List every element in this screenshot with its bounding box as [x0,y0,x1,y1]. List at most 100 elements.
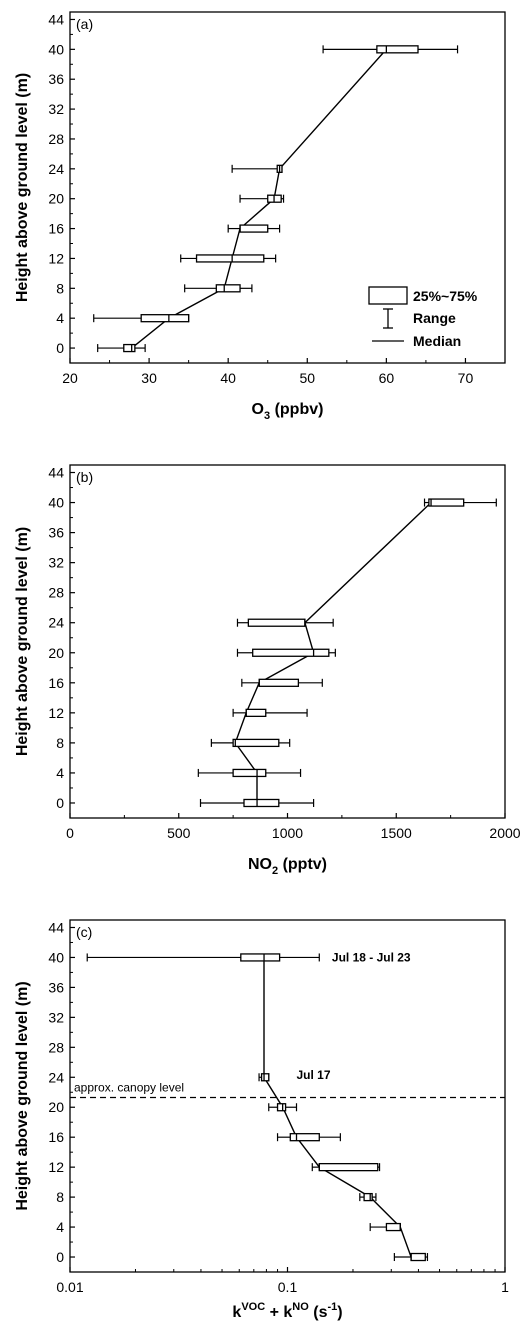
iqr-box [410,1252,426,1262]
iqr-box [428,498,465,507]
y-tick-label: 16 [48,221,64,237]
x-axis-label-subscript: 2 [272,865,278,877]
x-tick-label: 60 [379,370,395,386]
legend-box-label: 25%~75% [413,288,478,304]
x-axis-label-unit: (ppbv) [270,401,323,418]
y-axis-label: Height above ground level (m) [14,527,31,756]
box-h40 [423,498,497,507]
box-h4 [197,768,302,778]
x-axis-label-superscript: VOC [241,1301,265,1313]
x-axis-label-superscript: -1 [327,1301,337,1313]
x-axis-label-part: + k [265,1304,292,1321]
y-tick-label: 24 [48,1069,64,1085]
y-tick-label: 36 [48,979,64,995]
box-h4 [93,314,190,323]
annotation: Jul 18 - Jul 23 [332,950,411,964]
panel-b: 0 4 8 12 16 20 24 28 32 36 40 44 0 500 1000 1500 2000 (b)… [14,464,521,877]
x-tick-label: 0.1 [278,1279,298,1295]
box-h12 [180,254,277,263]
y-axis-label: Height above ground level (m) [14,73,31,302]
y-tick-label: 32 [48,555,64,571]
y-tick-label: 4 [56,1219,64,1235]
iqr-box [276,1103,287,1112]
x-tick-label: 0.01 [56,1279,83,1295]
panel-label: (c) [76,924,92,940]
iqr-box [376,45,419,54]
x-tick-label: 1000 [272,825,303,841]
iqr-box [140,314,190,323]
x-tick-label: 2000 [489,825,520,841]
x-axis-label: kVOC + kNO (s-1) [232,1301,342,1321]
x-axis-label-main: O [252,401,264,418]
x-tick-label: 1 [501,1279,509,1295]
annotation: Jul 17 [297,1068,331,1082]
y-axis-label: Height above ground level (m) [14,981,31,1210]
y-tick-label: 24 [48,161,64,177]
y-tick-label: 16 [48,675,64,691]
x-axis-label: O3 (ppbv) [252,401,324,422]
iqr-box [385,1222,401,1232]
box-h8 [210,738,291,748]
iqr-box [232,738,280,748]
iqr-box [258,678,300,687]
y-tick-label: 44 [48,465,64,481]
x-axis-label-superscript: NO [292,1301,309,1313]
y-tick-label: 12 [48,705,64,721]
iqr-box [247,618,306,627]
panel-label: (a) [76,16,93,32]
plot-frame [69,919,506,1273]
panel-a: 0 4 8 12 16 20 24 28 32 36 40 44 20 30 40 50 60 70 (a) Heig… [14,11,506,422]
iqr-box [232,768,267,778]
y-tick-label: 12 [48,1159,64,1175]
legend-box-swatch [368,286,408,305]
box-h12 [232,708,308,718]
y-tick-label: 0 [56,795,64,811]
x-tick-label: 50 [299,370,315,386]
y-tick-label: 16 [48,1129,64,1145]
median-profile-line [234,502,432,803]
box-h20 [236,648,336,657]
legend-range-label: Range [413,310,456,326]
box-h20 [268,1103,298,1112]
box-h20 [239,194,285,203]
panel-label: (b) [76,469,93,485]
iqr-box [260,1073,270,1082]
box-h8 [184,284,253,293]
x-axis-label-unit: (s [309,1304,328,1321]
y-tick-label: 28 [48,1039,64,1055]
x-axis-label-unit: ) [337,1304,342,1321]
x-tick-label: 0 [66,825,74,841]
y-tick-label: 32 [48,1009,64,1025]
y-tick-label: 40 [48,495,64,511]
box-h12 [311,1162,381,1172]
box-h16 [276,1133,341,1142]
box-h0 [393,1252,429,1262]
y-tick-label: 20 [48,191,64,207]
x-tick-label: 70 [458,370,474,386]
x-axis-label: NO2 (pptv) [248,856,327,877]
box-h0 [97,343,146,353]
box-h40 [322,45,459,54]
iqr-box [123,343,136,353]
iqr-box [245,708,267,718]
box-h24 [258,1073,270,1082]
y-tick-label: 44 [48,919,64,935]
y-tick-label: 32 [48,101,64,117]
y-tick-label: 4 [56,310,64,326]
iqr-box [240,953,281,962]
median-profile-line [263,957,412,1258]
box-h40 [86,953,320,962]
plot-frame [69,11,506,364]
x-axis-label-main: k [232,1304,241,1321]
x-axis-label-unit: (pptv) [278,856,327,873]
x-tick-label: 500 [167,825,191,841]
box-h4 [369,1222,401,1232]
y-tick-label: 36 [48,71,64,87]
legend: 25%~75% Range Median [368,286,478,349]
x-tick-label: 20 [62,370,78,386]
box-h24 [231,164,283,173]
y-tick-label: 20 [48,645,64,661]
iqr-box [289,1133,320,1142]
plot-frame [69,464,506,819]
iqr-box [239,224,269,233]
